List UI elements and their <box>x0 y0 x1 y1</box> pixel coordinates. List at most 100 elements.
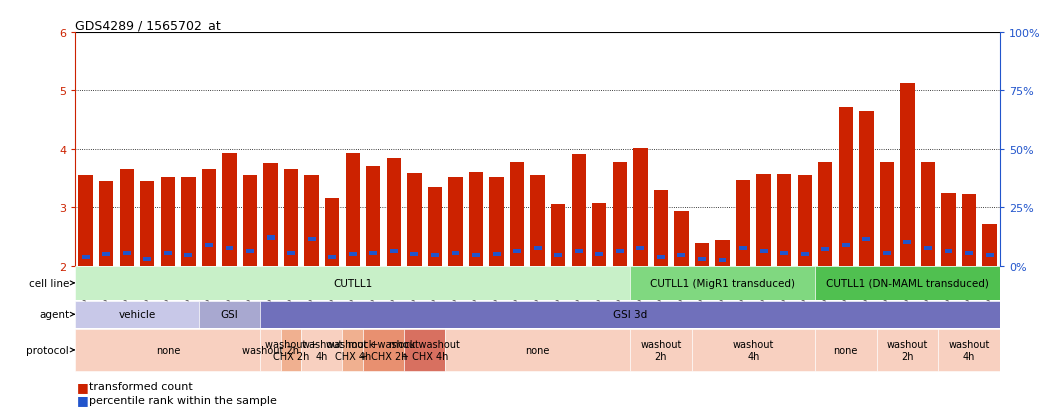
Text: GSI 3d: GSI 3d <box>612 309 647 320</box>
Bar <box>612 162 627 266</box>
Bar <box>225 247 233 250</box>
Bar <box>876 329 938 371</box>
Bar <box>222 154 237 266</box>
Bar <box>698 257 706 261</box>
Bar <box>349 252 357 256</box>
Text: GSI: GSI <box>221 309 239 320</box>
Text: cell line: cell line <box>29 278 69 288</box>
Bar <box>510 162 525 266</box>
Text: none: none <box>526 345 550 355</box>
Text: CUTLL1 (DN-MAML transduced): CUTLL1 (DN-MAML transduced) <box>826 278 988 288</box>
Bar <box>630 329 692 371</box>
Bar <box>325 199 339 266</box>
Bar <box>103 252 110 256</box>
Bar <box>202 170 216 266</box>
Bar <box>99 181 113 266</box>
Text: CUTLL1 (MigR1 transduced): CUTLL1 (MigR1 transduced) <box>650 278 795 288</box>
Bar <box>404 329 445 371</box>
Bar <box>572 154 586 266</box>
Bar <box>551 205 565 266</box>
Bar <box>842 244 850 247</box>
Text: washout +
CHX 4h: washout + CHX 4h <box>327 339 379 361</box>
Bar <box>630 267 815 300</box>
Bar <box>715 241 730 266</box>
Bar <box>363 329 404 371</box>
Bar <box>692 329 815 371</box>
Bar <box>492 252 500 256</box>
Text: agent: agent <box>39 309 69 320</box>
Bar <box>284 170 298 266</box>
Text: none: none <box>833 345 857 355</box>
Bar <box>756 175 771 266</box>
Bar <box>839 107 853 266</box>
Bar <box>860 112 873 266</box>
Bar <box>677 254 686 257</box>
Bar <box>281 329 302 371</box>
Bar <box>965 251 973 255</box>
Bar <box>164 251 172 255</box>
Text: ■: ■ <box>76 380 88 393</box>
Bar <box>302 329 342 371</box>
Text: washout +
CHX 2h: washout + CHX 2h <box>265 339 317 361</box>
Bar <box>472 254 480 257</box>
Bar <box>305 176 319 266</box>
Bar <box>534 247 541 250</box>
Bar <box>160 178 175 266</box>
Bar <box>531 176 544 266</box>
Bar <box>445 329 630 371</box>
Bar <box>199 301 261 328</box>
Text: mock washout
+ CHX 4h: mock washout + CHX 4h <box>389 339 460 361</box>
Bar <box>143 257 151 261</box>
Text: washout
2h: washout 2h <box>887 339 928 361</box>
Bar <box>592 203 606 266</box>
Bar <box>75 267 630 300</box>
Bar <box>246 249 254 254</box>
Bar <box>75 301 199 328</box>
Bar <box>941 193 956 266</box>
Text: percentile rank within the sample: percentile rank within the sample <box>89 395 276 405</box>
Text: transformed count: transformed count <box>89 381 193 391</box>
Bar <box>637 247 644 250</box>
Bar <box>428 188 442 266</box>
Text: protocol: protocol <box>26 345 69 355</box>
Bar <box>883 251 891 255</box>
Bar <box>695 244 709 266</box>
Bar <box>410 252 419 256</box>
Text: washout
2h: washout 2h <box>640 339 682 361</box>
Bar <box>575 249 583 254</box>
Bar <box>82 255 90 259</box>
Bar <box>342 329 363 371</box>
Bar <box>863 237 870 242</box>
Bar <box>448 178 463 266</box>
Bar <box>962 195 976 266</box>
Bar <box>184 254 193 257</box>
Bar <box>181 178 196 266</box>
Bar <box>308 237 315 242</box>
Text: washout 2h: washout 2h <box>242 345 299 355</box>
Bar <box>596 252 603 256</box>
Bar <box>900 84 915 266</box>
Bar <box>718 258 727 262</box>
Bar <box>205 244 213 247</box>
Bar <box>633 148 647 266</box>
Text: GDS4289 / 1565702_at: GDS4289 / 1565702_at <box>75 19 221 32</box>
Text: washout
4h: washout 4h <box>949 339 989 361</box>
Bar <box>366 167 380 266</box>
Text: none: none <box>156 345 180 355</box>
Bar <box>261 301 1000 328</box>
Bar <box>469 173 484 266</box>
Bar <box>243 176 258 266</box>
Bar <box>261 329 281 371</box>
Bar <box>386 158 401 266</box>
Text: CUTLL1: CUTLL1 <box>333 278 373 288</box>
Bar <box>925 247 932 250</box>
Bar <box>264 164 277 266</box>
Bar <box>140 181 155 266</box>
Bar <box>554 254 562 257</box>
Text: washout
4h: washout 4h <box>733 339 774 361</box>
Bar <box>329 255 336 259</box>
Bar <box>944 249 953 254</box>
Bar <box>346 154 360 266</box>
Bar <box>389 249 398 254</box>
Bar <box>656 255 665 259</box>
